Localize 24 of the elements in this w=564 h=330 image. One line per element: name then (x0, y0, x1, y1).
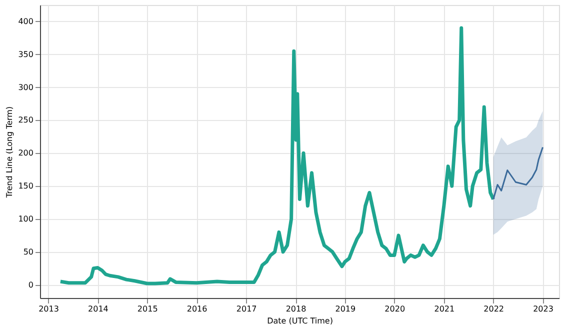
y-axis-title: Trend Line (Long Term) (5, 106, 14, 199)
x-tick-label: 2023 (533, 304, 554, 314)
x-tick-label: 2014 (88, 304, 108, 314)
x-tick-label: 2019 (335, 304, 356, 314)
x-tick-label: 2013 (38, 304, 59, 314)
y-tick-label: 300 (18, 82, 34, 92)
line-series (492, 146, 544, 200)
x-axis-title: Date (UTC Time) (267, 316, 333, 326)
y-tick-label: 150 (18, 182, 34, 191)
x-tick-label: 2020 (384, 304, 406, 314)
y-tick-label: 100 (18, 214, 34, 224)
x-tick-label: 2016 (186, 304, 208, 314)
y-tick-label: 250 (18, 116, 34, 125)
x-tick-label: 2021 (434, 304, 455, 314)
x-tick-label: 2022 (484, 304, 504, 314)
x-tick-label: 2018 (286, 304, 306, 314)
x-tick-label: 2017 (236, 304, 257, 314)
y-tick-label: 400 (18, 16, 34, 26)
y-tick-label: 50 (23, 247, 34, 256)
line-series (58, 26, 496, 286)
y-tick-label: 0 (28, 280, 34, 290)
y-tick-label: 350 (18, 50, 34, 59)
x-tick-label: 2015 (137, 304, 158, 314)
y-tick-label: 200 (18, 148, 34, 158)
